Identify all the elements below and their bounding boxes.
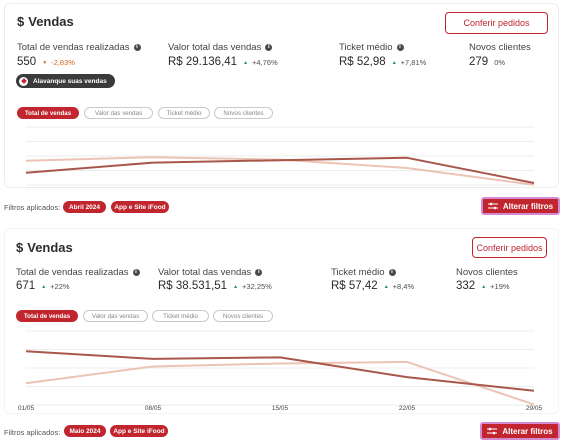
metric-value-valor-total: R$ 38.531,51+32,25%	[158, 280, 272, 292]
change-badge: -2,83%	[42, 58, 75, 67]
metric-value-novos-clientes: 332+19%	[456, 280, 510, 292]
metric-value-ticket-medio: R$ 52,98+7,81%	[339, 56, 426, 68]
change-badge: +32,25%	[233, 282, 272, 291]
info-icon[interactable]: i	[388, 269, 396, 276]
panel-title-text: Vendas	[28, 14, 74, 29]
series-line-current	[25, 350, 535, 392]
tab-total-vendas[interactable]: Total de vendas	[16, 310, 78, 322]
tab-ticket-medio[interactable]: Ticket médio	[158, 107, 210, 119]
metric-value-total-vendas: 550-2,83%	[17, 56, 75, 68]
metric-label-valor-total: Valor total das vendas i	[168, 42, 273, 53]
metric-label-novos-clientes: Novos clientes	[469, 42, 531, 53]
x-axis-tick: 29/05	[525, 405, 543, 412]
tab-ticket-medio[interactable]: Ticket médio	[152, 310, 209, 322]
tab-novos-clientes[interactable]: Novos clientes	[214, 107, 273, 119]
sliders-icon	[487, 427, 498, 435]
sliders-icon	[487, 202, 498, 210]
alavanque-vendas-chip[interactable]: Alavanque suas vendas	[16, 74, 115, 88]
x-axis-tick: 08/05	[144, 405, 162, 412]
panel-title: $ Vendas	[17, 14, 74, 29]
rocket-icon	[19, 76, 28, 86]
dollar-icon: $	[17, 14, 25, 29]
filter-tag-channel[interactable]: App e Site iFood	[111, 201, 169, 213]
panel-title-text: Vendas	[27, 240, 73, 255]
x-axis-tick: 22/05	[398, 405, 416, 412]
change-badge: +4,76%	[243, 58, 278, 67]
filter-tag-period[interactable]: Abril 2024	[63, 201, 106, 213]
panel-title: $ Vendas	[16, 240, 73, 255]
tab-novos-clientes[interactable]: Novos clientes	[213, 310, 273, 322]
alterar-filtros-button[interactable]: Alterar filtros	[481, 197, 560, 215]
conferir-pedidos-button[interactable]: Conferir pedidos	[472, 237, 547, 258]
alterar-filtros-button[interactable]: Alterar filtros	[480, 422, 560, 440]
change-badge: +19%	[481, 282, 509, 291]
filters-applied-label: Filtros aplicados:	[4, 428, 61, 437]
metric-value-novos-clientes: 279 0%	[469, 56, 506, 68]
filter-tag-period[interactable]: Maio 2024	[64, 425, 106, 437]
filter-tag-channel[interactable]: App e Site iFood	[110, 425, 168, 437]
metric-label-ticket-medio: Ticket médio i	[339, 42, 404, 53]
change-badge: +7,81%	[392, 58, 427, 67]
info-icon[interactable]: i	[255, 269, 263, 276]
metric-label-novos-clientes: Novos clientes	[456, 267, 518, 278]
metric-value-ticket-medio: R$ 57,42+8,4%	[331, 280, 414, 292]
conferir-pedidos-button[interactable]: Conferir pedidos	[445, 12, 548, 34]
info-icon[interactable]: i	[396, 44, 404, 51]
metric-value-valor-total: R$ 29.136,41+4,76%	[168, 56, 278, 68]
metric-label-total-vendas: Total de vendas realizadas i	[17, 42, 141, 53]
change-badge: 0%	[494, 58, 506, 67]
metric-value-total-vendas: 671+22%	[16, 280, 70, 292]
change-badge: +22%	[41, 282, 69, 291]
metric-label-valor-total: Valor total das vendas i	[158, 267, 263, 278]
info-icon[interactable]: i	[265, 44, 273, 51]
sales-line-chart	[25, 330, 535, 406]
x-axis-tick: 01/05	[17, 405, 35, 412]
metric-label-ticket-medio: Ticket médio i	[331, 267, 396, 278]
info-icon[interactable]: i	[133, 44, 141, 51]
tab-valor-vendas[interactable]: Valor das vendas	[84, 107, 153, 119]
change-badge: +8,4%	[384, 282, 414, 291]
dollar-icon: $	[16, 240, 24, 255]
x-axis-tick: 15/05	[271, 405, 289, 412]
tab-valor-vendas[interactable]: Valor das vendas	[83, 310, 148, 322]
info-icon[interactable]: i	[132, 269, 140, 276]
metric-label-total-vendas: Total de vendas realizadas i	[16, 267, 140, 278]
sales-line-chart	[25, 126, 535, 186]
filters-applied-label: Filtros aplicados:	[4, 203, 61, 212]
tab-total-vendas[interactable]: Total de vendas	[17, 107, 79, 119]
